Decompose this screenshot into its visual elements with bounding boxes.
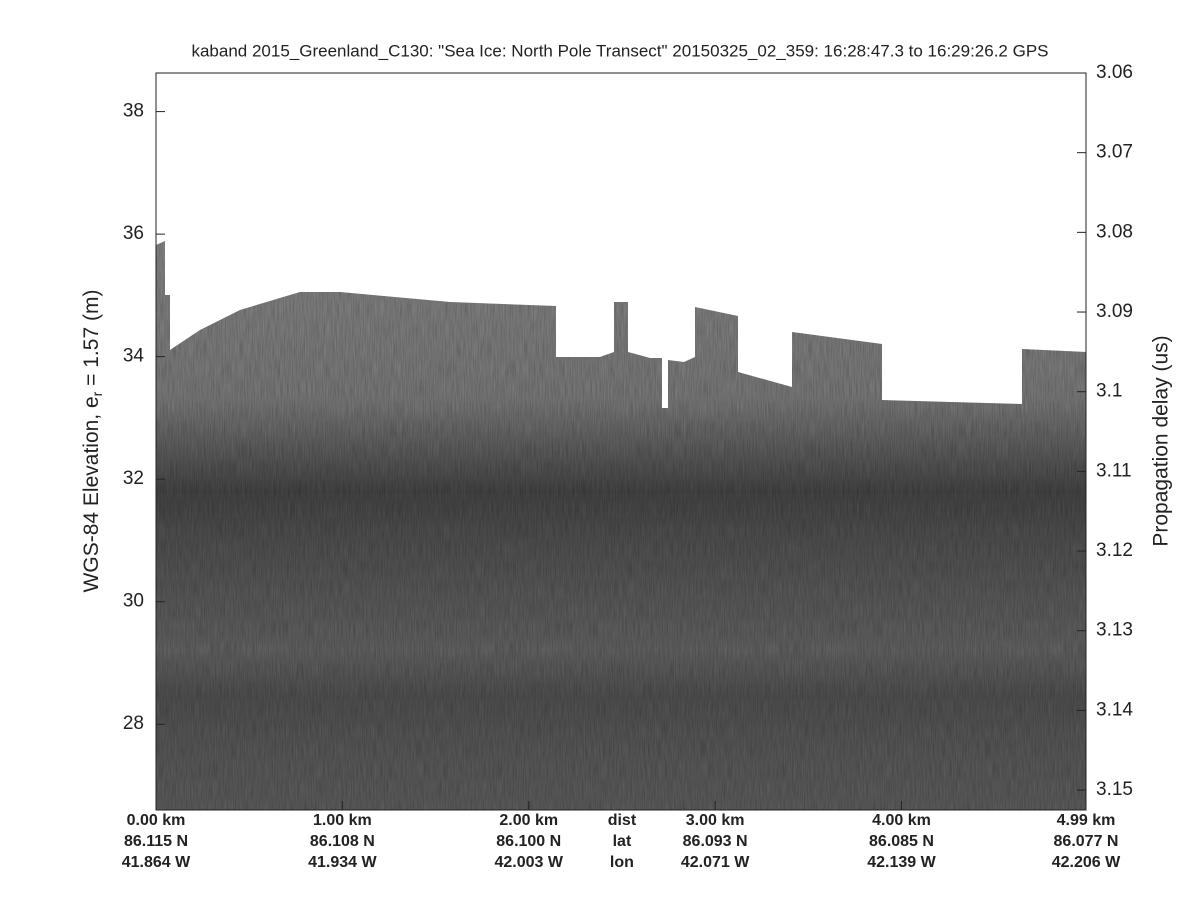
- y2-tick-label: 3.1: [1096, 381, 1122, 402]
- x-tick-lon: 42.071 W: [681, 854, 750, 871]
- x-tick-lon: 41.864 W: [122, 854, 191, 871]
- x-tick-lat: 86.100 N: [496, 833, 561, 850]
- x-tick-label: 4.00 km: [872, 812, 931, 829]
- x-tick-label: 2.00 km: [499, 812, 558, 829]
- y-tick-label: 36: [123, 223, 144, 244]
- x-row-label: lat: [613, 833, 632, 850]
- x-tick-lon: 42.139 W: [867, 854, 936, 871]
- y2-tick-label: 3.13: [1096, 620, 1133, 641]
- y2-tick-label: 3.12: [1096, 540, 1133, 561]
- x-tick-label: 3.00 km: [686, 812, 745, 829]
- x-tick-lon: 42.206 W: [1052, 854, 1121, 871]
- y-tick-label: 38: [123, 101, 144, 122]
- chart-title: kaband 2015_Greenland_C130: "Sea Ice: No…: [191, 41, 1048, 60]
- x-tick-lat: 86.085 N: [869, 833, 934, 850]
- x-tick-label: 0.00 km: [127, 812, 186, 829]
- x-tick-lat: 86.108 N: [310, 833, 375, 850]
- y2-tick-label: 3.06: [1096, 62, 1133, 83]
- y2-tick-label: 3.15: [1096, 779, 1133, 800]
- y-tick-label: 28: [123, 713, 144, 734]
- y2-tick-label: 3.07: [1096, 142, 1133, 163]
- y2-tick-label: 3.08: [1096, 221, 1133, 242]
- x-tick-lon: 41.934 W: [308, 854, 377, 871]
- x-row-label: dist: [608, 812, 637, 829]
- x-tick-lon: 42.003 W: [495, 854, 564, 871]
- x-tick-lat: 86.115 N: [124, 833, 188, 850]
- y2-tick-label: 3.14: [1096, 699, 1133, 720]
- x-tick-label: 1.00 km: [313, 812, 372, 829]
- y2-tick-label: 3.09: [1096, 301, 1133, 322]
- y-tick-label: 30: [123, 591, 144, 612]
- y-axis-label-text: WGS-84 Elevation, e: [80, 396, 103, 592]
- y2-axis-label: Propagation delay (us): [1150, 335, 1173, 546]
- y-axis-label-suffix: = 1.57 (m): [80, 290, 103, 392]
- x-tick-label: 4.99 km: [1057, 812, 1116, 829]
- plot-frame: [155, 72, 1087, 811]
- echogram-image: [156, 241, 1086, 810]
- y-tick-label: 32: [123, 468, 144, 489]
- y-axis-label-subscript: r: [89, 391, 105, 396]
- x-tick-lat: 86.077 N: [1054, 833, 1119, 850]
- y2-tick-label: 3.11: [1096, 460, 1132, 481]
- y-tick-label: 34: [123, 346, 145, 367]
- y-axis-label: WGS-84 Elevation, er = 1.57 (m): [80, 290, 105, 593]
- x-tick-lat: 86.093 N: [683, 833, 748, 850]
- x-row-label: lon: [610, 854, 634, 871]
